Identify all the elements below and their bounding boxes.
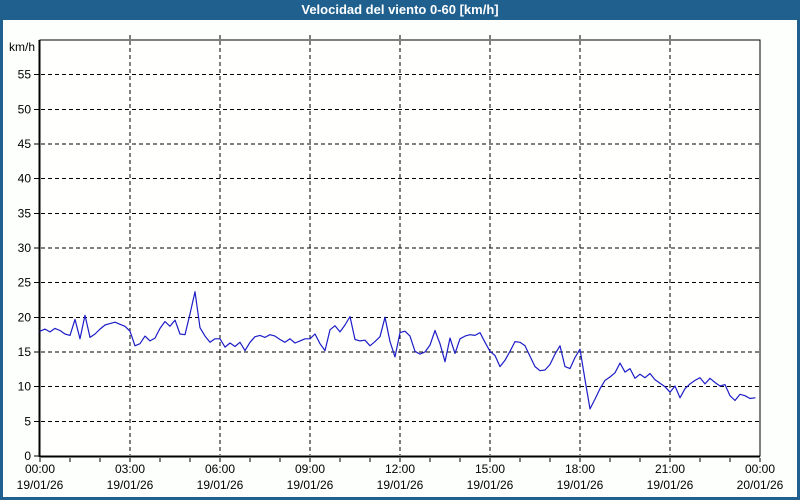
y-tick-label: 35	[18, 206, 32, 220]
y-tick-label: 25	[18, 276, 32, 290]
x-tick-time-label: 00:00	[25, 462, 55, 476]
chart-title: Velocidad del viento 0-60 [km/h]	[301, 2, 499, 17]
data-series	[39, 291, 756, 410]
axis-ticks	[34, 35, 761, 462]
y-tick-label: 55	[18, 68, 32, 82]
y-tick-label: 45	[18, 137, 32, 151]
x-tick-date-label: 19/01/26	[647, 478, 694, 492]
plot-border	[39, 39, 761, 457]
x-tick-time-label: 03:00	[115, 462, 145, 476]
x-tick-time-label: 06:00	[205, 462, 235, 476]
x-tick-time-label: 21:00	[655, 462, 685, 476]
y-tick-label: 40	[18, 172, 32, 186]
title-bar: Velocidad del viento 0-60 [km/h]	[0, 0, 800, 20]
x-tick-date-label: 19/01/26	[557, 478, 604, 492]
x-tick-time-label: 15:00	[475, 462, 505, 476]
x-tick-date-label: 20/01/26	[737, 478, 784, 492]
y-tick-label: 50	[18, 102, 32, 116]
x-tick-time-label: 00:00	[745, 462, 775, 476]
x-tick-date-label: 19/01/26	[17, 478, 64, 492]
y-tick-label: 5	[24, 414, 31, 428]
x-tick-date-label: 19/01/26	[287, 478, 334, 492]
y-tick-label: 10	[18, 380, 32, 394]
x-tick-date-label: 19/01/26	[467, 478, 514, 492]
y-tick-label: 20	[18, 310, 32, 324]
x-tick-date-label: 19/01/26	[107, 478, 154, 492]
y-tick-label: 0	[24, 449, 31, 463]
x-tick-date-label: 19/01/26	[197, 478, 244, 492]
y-axis-unit-label: km/h	[9, 40, 35, 54]
x-tick-time-label: 18:00	[565, 462, 595, 476]
y-tick-label: 30	[18, 241, 32, 255]
x-tick-time-label: 09:00	[295, 462, 325, 476]
y-tick-label: 15	[18, 345, 32, 359]
x-tick-date-label: 19/01/26	[377, 478, 424, 492]
gridlines	[41, 41, 759, 455]
x-tick-time-label: 12:00	[385, 462, 415, 476]
wind-speed-line	[39, 291, 756, 410]
axis-labels: km/h 0 5 10 15 20 25 30 35 40 45 50 55 00:00 19/01/26…	[9, 40, 784, 492]
